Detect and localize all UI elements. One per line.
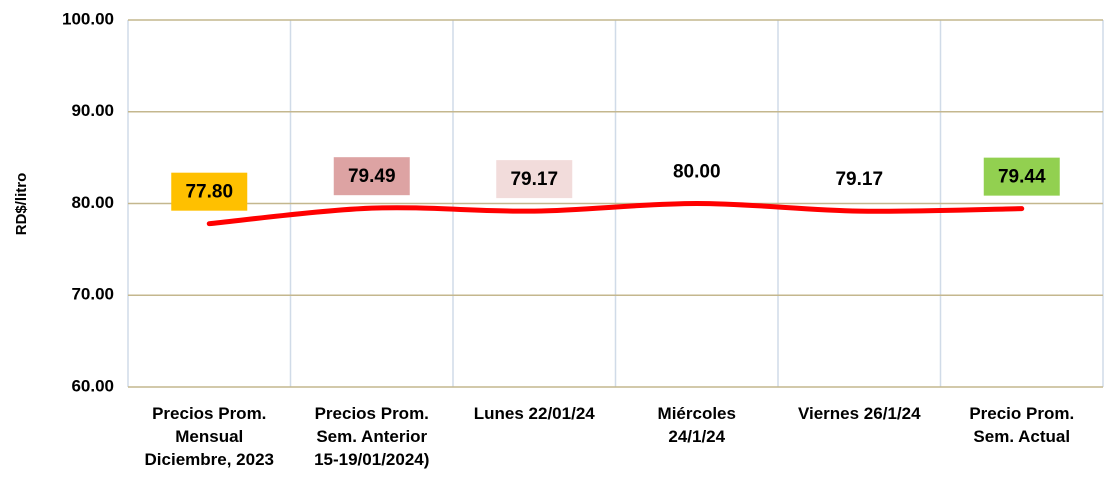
data-label: 77.80 <box>185 182 233 203</box>
data-label-box <box>983 157 1060 196</box>
x-tick-label: Precio Prom. Sem. Actual <box>969 404 1075 446</box>
x-tick-label: Miércoles 24/1/24 <box>657 404 736 446</box>
y-tick-label: 90.00 <box>71 101 114 120</box>
data-label: 79.44 <box>998 167 1046 188</box>
data-label-box <box>171 172 248 211</box>
x-tick-label: Viernes 26/1/24 <box>797 404 921 423</box>
data-label: 79.17 <box>835 169 883 190</box>
x-tick-label: Lunes 22/01/24 <box>473 404 595 423</box>
y-axis-label: RD$/litro <box>13 173 30 236</box>
data-label: 80.00 <box>673 162 721 183</box>
y-tick-label: 60.00 <box>71 376 114 395</box>
y-tick-label: 70.00 <box>71 285 114 304</box>
line <box>206 200 1025 227</box>
data-label-box <box>333 157 410 196</box>
data-label-box <box>496 160 573 199</box>
y-tick-label: 80.00 <box>71 193 114 212</box>
x-tick-label: Precios Prom. Sem. Anterior 15-19/01/202… <box>314 404 430 469</box>
data-label: 79.49 <box>348 166 396 187</box>
data-label: 79.17 <box>510 169 558 190</box>
y-tick-label: 100.00 <box>62 9 114 28</box>
x-tick-label: Precios Prom. Mensual Diciembre, 2023 <box>144 404 274 469</box>
